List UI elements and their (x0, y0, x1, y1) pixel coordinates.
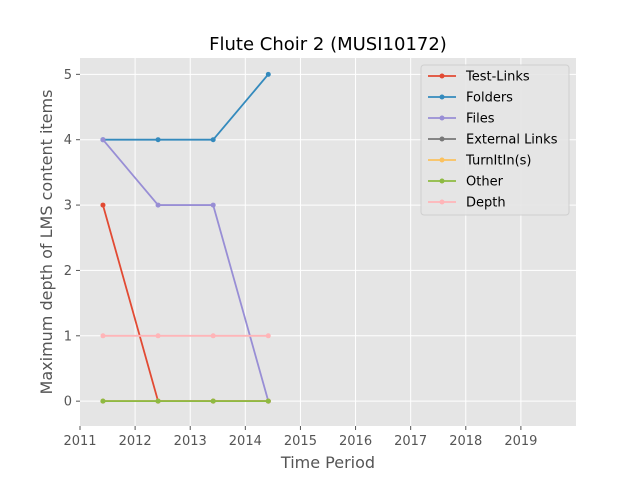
data-point-folders (265, 71, 271, 77)
chart-title: Flute Choir 2 (MUSI10172) (209, 34, 447, 55)
legend-marker-folders (439, 94, 445, 100)
y-tick-label: 0 (64, 395, 72, 410)
x-axis-label: Time Period (280, 453, 375, 472)
legend-label-turnitin-s: TurnItIn(s) (465, 154, 531, 169)
tick-labels: 2011 2012 2013 2014 2015 2016 2017 2018 2019 0 1 2 3… (63, 68, 537, 449)
legend-label-other: Other (466, 175, 504, 190)
x-tick-label: 2014 (229, 434, 262, 449)
y-tick-label: 2 (64, 264, 72, 279)
data-point-depth (155, 333, 161, 339)
y-tick-label: 3 (64, 199, 72, 214)
legend-marker-other (439, 178, 445, 184)
data-point-other (100, 398, 106, 404)
legend-label-depth: Depth (466, 196, 506, 211)
data-point-test-links (100, 202, 106, 208)
data-point-other (210, 398, 216, 404)
x-tick-label: 2018 (449, 434, 482, 449)
data-point-files (155, 202, 161, 208)
y-tick-label: 4 (64, 133, 72, 148)
y-tick-label: 1 (64, 329, 72, 344)
data-point-folders (155, 137, 161, 143)
legend-label-test-links: Test-Links (465, 70, 530, 85)
series-layer (100, 71, 271, 404)
x-tick-label: 2016 (339, 434, 372, 449)
legend-label-folders: Folders (466, 91, 513, 106)
legend-marker-turnitin-s (439, 157, 445, 163)
x-tick-label: 2019 (504, 434, 537, 449)
data-point-depth (100, 333, 106, 339)
data-point-other (265, 398, 271, 404)
x-tick-label: 2017 (394, 434, 427, 449)
data-point-other (155, 398, 161, 404)
data-point-folders (210, 137, 216, 143)
x-tick-label: 2013 (174, 434, 207, 449)
legend-label-external-links: External Links (466, 133, 558, 148)
series-line-files (102, 139, 270, 402)
legend: Test-Links Folders Files External Links Turn… (420, 64, 570, 216)
x-tick-label: 2012 (119, 434, 152, 449)
data-point-depth (265, 333, 271, 339)
data-point-files (210, 202, 216, 208)
y-axis-label: Maximum depth of LMS content items (37, 90, 56, 395)
data-point-files (100, 137, 106, 143)
data-point-depth (210, 333, 216, 339)
x-tick-label: 2011 (63, 434, 96, 449)
legend-label-files: Files (466, 112, 495, 127)
legend-marker-test-links (439, 73, 445, 79)
x-tick-label: 2015 (284, 434, 317, 449)
legend-box (420, 64, 570, 216)
legend-marker-depth (439, 199, 445, 205)
series-line-folders (102, 73, 269, 141)
y-tick-label: 5 (64, 68, 72, 83)
legend-marker-external-links (439, 136, 445, 142)
legend-marker-files (439, 115, 445, 121)
